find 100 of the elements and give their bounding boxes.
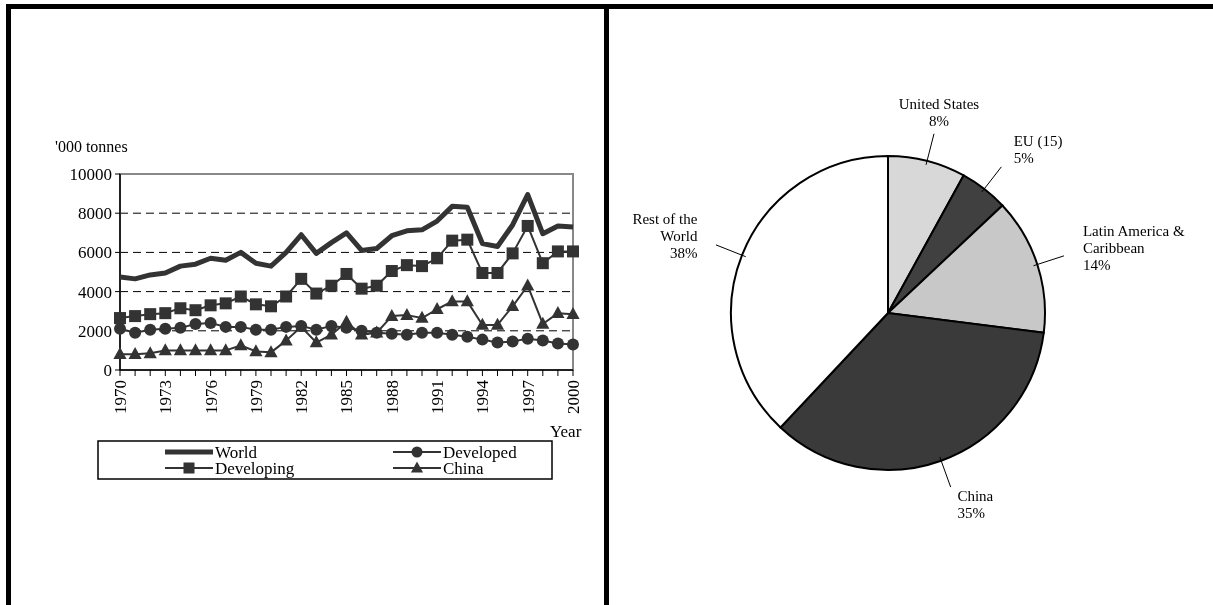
y-tick-label: 8000 <box>78 204 112 224</box>
point <box>280 290 293 303</box>
y-tick-label: 6000 <box>78 243 112 263</box>
point <box>370 279 383 292</box>
point <box>113 347 127 360</box>
point <box>189 317 202 330</box>
data-label: 38% <box>669 245 698 262</box>
point <box>416 326 428 339</box>
point <box>521 219 534 232</box>
point <box>355 282 368 295</box>
x-tick-label: 1994 <box>473 379 493 414</box>
point <box>400 307 414 320</box>
point <box>189 304 202 317</box>
point <box>446 328 459 341</box>
point <box>204 299 217 312</box>
point <box>431 326 444 339</box>
point <box>476 266 489 279</box>
point <box>234 290 247 303</box>
point <box>551 245 564 258</box>
x-tick-label: 1982 <box>292 380 312 414</box>
point <box>204 343 218 356</box>
slice-label: China <box>957 487 994 504</box>
point <box>521 332 534 345</box>
point <box>143 346 157 359</box>
point <box>400 328 413 341</box>
x-tick-label: 2000 <box>563 380 583 414</box>
point <box>567 245 579 258</box>
point <box>339 314 354 327</box>
y-tick-label: 0 <box>103 360 112 380</box>
point <box>521 278 535 291</box>
point <box>159 322 172 335</box>
point <box>460 294 474 307</box>
point <box>567 338 579 351</box>
point <box>280 320 293 333</box>
point <box>445 294 459 307</box>
point <box>416 260 428 273</box>
x-tick-label: 1979 <box>246 380 266 414</box>
point <box>506 335 519 348</box>
y-tick-label: 2000 <box>78 321 112 341</box>
point <box>234 320 247 333</box>
y-tick-label: 10000 <box>69 164 112 184</box>
point <box>264 345 278 358</box>
point <box>158 343 172 356</box>
point <box>400 259 413 272</box>
point <box>551 337 564 350</box>
point <box>249 344 263 357</box>
point <box>461 233 474 246</box>
point <box>144 308 157 321</box>
point <box>430 302 444 315</box>
point <box>536 257 549 270</box>
point <box>295 272 308 285</box>
point <box>491 336 504 349</box>
point <box>114 312 126 325</box>
point <box>325 279 338 292</box>
point <box>204 316 217 329</box>
point <box>431 252 444 265</box>
point <box>219 320 232 333</box>
point <box>265 300 277 313</box>
y-tick-label: 4000 <box>78 282 112 302</box>
point <box>551 305 565 318</box>
point <box>219 343 233 356</box>
x-tick-label: 1973 <box>156 380 176 414</box>
point <box>506 299 520 312</box>
point <box>129 326 142 339</box>
slice-label: Rest of the World <box>632 211 698 245</box>
point <box>128 347 142 360</box>
point <box>385 327 398 340</box>
point <box>385 265 398 278</box>
point <box>340 267 353 280</box>
point <box>490 317 505 330</box>
point <box>249 323 262 336</box>
point <box>173 343 187 356</box>
point <box>219 297 232 310</box>
point <box>536 334 549 347</box>
x-tick-label: 1985 <box>337 380 357 414</box>
point <box>234 338 248 351</box>
point <box>476 333 489 346</box>
x-tick-label: 1988 <box>382 380 402 414</box>
slice-label: Latin America & Caribbean <box>1082 223 1185 257</box>
point <box>279 333 293 346</box>
point <box>249 298 262 311</box>
data-label: 14% <box>1082 257 1111 274</box>
point <box>385 308 399 321</box>
y-axis-title: '000 tonnes <box>55 138 128 155</box>
point <box>265 323 277 336</box>
point <box>506 247 519 260</box>
point <box>491 266 504 279</box>
point <box>159 307 172 320</box>
point <box>144 323 157 336</box>
point <box>415 310 429 323</box>
x-axis-title: Year <box>550 422 582 441</box>
point <box>475 317 489 330</box>
slice-label: United States <box>898 96 980 113</box>
point <box>536 316 550 329</box>
point <box>566 306 580 319</box>
x-tick-label: 1991 <box>428 380 448 414</box>
x-tick-label: 1997 <box>518 379 538 414</box>
point <box>310 287 323 300</box>
point <box>309 335 323 348</box>
point <box>446 234 459 247</box>
